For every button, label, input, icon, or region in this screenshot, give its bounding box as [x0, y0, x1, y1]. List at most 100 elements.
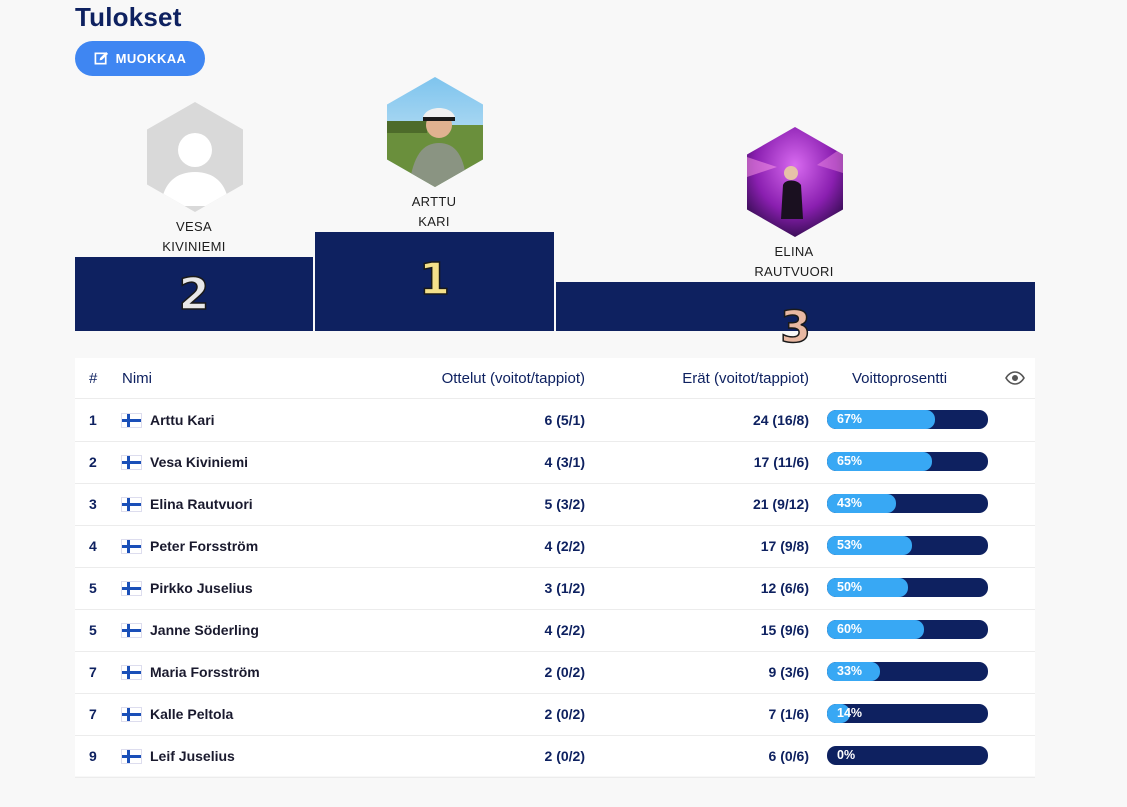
podium-third-first-name: ELINA [774, 244, 814, 259]
podium-first-last-name: KARI [418, 214, 450, 229]
table-row[interactable]: 1 Arttu Kari 6 (5/1) 24 (16/8) 67% [75, 399, 1035, 442]
win-percentage-fill [827, 494, 897, 513]
header-rank: # [89, 369, 98, 387]
player-name[interactable]: Pirkko Juselius [150, 580, 253, 596]
row-rank: 4 [89, 538, 97, 554]
podium-third-last-name: RAUTVUORI [754, 264, 834, 279]
row-matches: 6 (5/1) [544, 412, 585, 428]
player-name[interactable]: Peter Forsström [150, 538, 259, 554]
win-percentage-fill [827, 620, 924, 639]
edit-button[interactable]: MUOKKAA [75, 41, 205, 76]
win-percentage-fill [827, 662, 881, 681]
row-sets: 21 (9/12) [752, 496, 809, 512]
podium-first-name: ARTTU KARI [334, 192, 534, 232]
row-matches: 2 (0/2) [544, 664, 585, 680]
header-name[interactable]: Nimi [122, 369, 152, 387]
win-percentage-label: 33% [837, 664, 863, 678]
win-percentage-fill [827, 578, 908, 597]
header-sets[interactable]: Erät (voitot/tappiot) [682, 369, 809, 387]
podium-second-first-name: VESA [176, 219, 212, 234]
win-percentage-label: 14% [837, 706, 863, 720]
table-row[interactable]: 7 Maria Forsström 2 (0/2) 9 (3/6) 33% [75, 651, 1035, 694]
row-sets: 7 (1/6) [768, 706, 809, 722]
finland-flag-icon [121, 525, 142, 567]
results-table: # Nimi Ottelut (voitot/tappiot) Erät (vo… [75, 358, 1035, 778]
win-percentage-bar: 14% [827, 704, 988, 723]
row-rank: 3 [89, 496, 97, 512]
win-percentage-bar: 43% [827, 494, 988, 513]
podium-block-third: 3 [556, 282, 1035, 354]
row-matches: 4 (2/2) [544, 538, 585, 554]
win-percentage-label: 60% [837, 622, 863, 636]
win-percentage-label: 67% [837, 412, 863, 426]
win-percentage-label: 53% [837, 538, 863, 552]
finland-flag-icon [121, 651, 142, 693]
win-percentage-bar: 0% [827, 746, 988, 765]
win-percentage-bar: 65% [827, 452, 988, 471]
row-sets: 6 (0/6) [768, 748, 809, 764]
podium-block-first: 1 [315, 232, 554, 331]
player-name[interactable]: Elina Rautvuori [150, 496, 253, 512]
win-percentage-bar: 53% [827, 536, 988, 555]
avatar-first [387, 77, 483, 187]
row-sets: 17 (11/6) [753, 454, 809, 470]
win-percentage-bar: 60% [827, 620, 988, 639]
row-sets: 12 (6/6) [760, 580, 809, 596]
finland-flag-icon [121, 399, 142, 441]
row-matches: 4 (2/2) [544, 622, 585, 638]
podium-block-second: 2 [75, 257, 313, 331]
podium-rank-second: 2 [178, 268, 210, 321]
win-percentage-fill [827, 452, 932, 471]
row-matches: 3 (1/2) [544, 580, 585, 596]
table-row[interactable]: 5 Janne Söderling 4 (2/2) 15 (9/6) 60% [75, 609, 1035, 652]
player-name[interactable]: Kalle Peltola [150, 706, 234, 722]
avatar-second [147, 102, 243, 212]
win-percentage-label: 0% [837, 748, 856, 762]
table-row[interactable]: 7 Kalle Peltola 2 (0/2) 7 (1/6) 14% [75, 693, 1035, 736]
podium-rank-first: 1 [418, 253, 450, 306]
row-sets: 9 (3/6) [768, 664, 809, 680]
win-percentage-bar: 67% [827, 410, 988, 429]
podium-second-last-name: KIVINIEMI [162, 239, 226, 254]
player-name[interactable]: Maria Forsström [150, 664, 260, 680]
win-percentage-label: 43% [837, 496, 863, 510]
win-percentage-label: 50% [837, 580, 863, 594]
row-rank: 7 [89, 664, 97, 680]
win-percentage-bar: 33% [827, 662, 988, 681]
player-name[interactable]: Arttu Kari [150, 412, 215, 428]
row-matches: 4 (3/1) [544, 454, 585, 470]
finland-flag-icon [121, 693, 142, 735]
finland-flag-icon [121, 483, 142, 525]
row-rank: 2 [89, 454, 97, 470]
row-rank: 5 [89, 580, 97, 596]
row-sets: 24 (16/8) [752, 412, 809, 428]
row-rank: 9 [89, 748, 97, 764]
player-name[interactable]: Janne Söderling [150, 622, 259, 638]
podium-second-name: VESA KIVINIEMI [94, 217, 294, 257]
table-row[interactable]: 5 Pirkko Juselius 3 (1/2) 12 (6/6) 50% [75, 567, 1035, 610]
row-sets: 15 (9/6) [760, 622, 809, 638]
edit-button-label: MUOKKAA [115, 51, 187, 66]
table-row[interactable]: 9 Leif Juselius 2 (0/2) 6 (0/6) 0% [75, 735, 1035, 778]
win-percentage-fill [827, 704, 850, 723]
table-header: # Nimi Ottelut (voitot/tappiot) Erät (vo… [75, 358, 1035, 399]
win-percentage-fill [827, 410, 935, 429]
header-win-percentage[interactable]: Voittoprosentti [852, 369, 948, 387]
header-matches[interactable]: Ottelut (voitot/tappiot) [441, 369, 585, 387]
table-row[interactable]: 2 Vesa Kiviniemi 4 (3/1) 17 (11/6) 65% [75, 441, 1035, 484]
finland-flag-icon [121, 735, 142, 777]
podium-first-first-name: ARTTU [411, 194, 457, 209]
edit-icon [94, 51, 108, 65]
win-percentage-label: 65% [837, 454, 863, 468]
eye-icon[interactable] [1005, 358, 1025, 398]
avatar-third [747, 127, 843, 237]
podium-third-name: ELINA RAUTVUORI [694, 242, 894, 282]
row-rank: 7 [89, 706, 97, 722]
table-row[interactable]: 3 Elina Rautvuori 5 (3/2) 21 (9/12) 43% [75, 483, 1035, 526]
win-percentage-bar: 50% [827, 578, 988, 597]
player-name[interactable]: Leif Juselius [150, 748, 235, 764]
row-rank: 1 [89, 412, 97, 428]
player-name[interactable]: Vesa Kiviniemi [150, 454, 249, 470]
table-row[interactable]: 4 Peter Forsström 4 (2/2) 17 (9/8) 53% [75, 525, 1035, 568]
row-rank: 5 [89, 622, 97, 638]
